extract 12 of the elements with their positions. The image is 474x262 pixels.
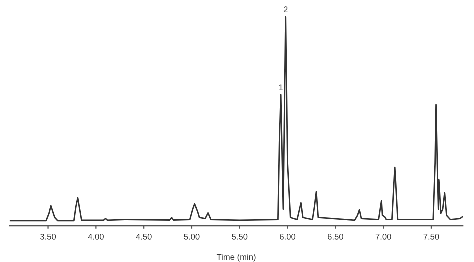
x-tick-label: 7.50: [424, 234, 440, 240]
x-tick-label: 4.00: [88, 234, 104, 240]
x-tick-label: 6.50: [328, 234, 344, 240]
x-tick-label: 4.50: [136, 234, 152, 240]
x-tick-label: 5.50: [232, 234, 248, 240]
annotation: 2: [284, 6, 288, 13]
annotation: 1: [279, 84, 283, 90]
x-tick-label: 3.50: [40, 234, 56, 240]
x-tick-label: 7.00: [376, 234, 392, 240]
x-tick-label: 5.00: [184, 234, 200, 240]
x-axis-title: Time (min): [216, 254, 256, 262]
x-tick-label: 6.00: [280, 234, 296, 240]
